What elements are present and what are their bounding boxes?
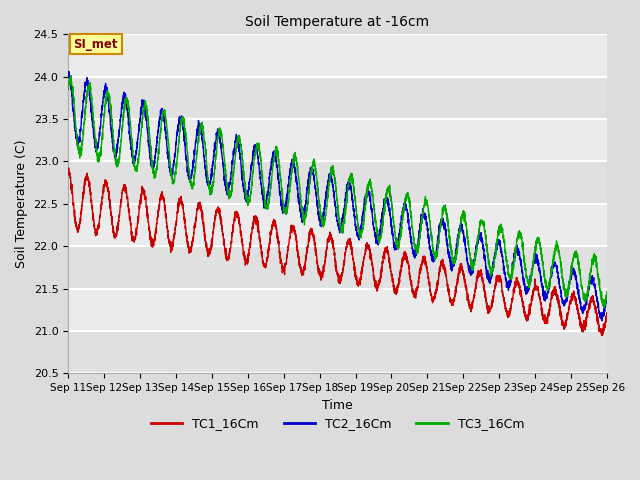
Bar	[68, 246, 607, 288]
Bar	[68, 161, 607, 204]
Title: Soil Temperature at -16cm: Soil Temperature at -16cm	[246, 15, 429, 29]
Legend: TC1_16Cm, TC2_16Cm, TC3_16Cm: TC1_16Cm, TC2_16Cm, TC3_16Cm	[146, 412, 529, 435]
Bar	[68, 331, 607, 373]
Bar	[68, 77, 607, 119]
Text: SI_met: SI_met	[74, 38, 118, 51]
Y-axis label: Soil Temperature (C): Soil Temperature (C)	[15, 140, 28, 268]
Bar	[68, 288, 607, 331]
Bar	[68, 35, 607, 77]
X-axis label: Time: Time	[322, 398, 353, 412]
Bar	[68, 204, 607, 246]
Bar	[68, 119, 607, 161]
